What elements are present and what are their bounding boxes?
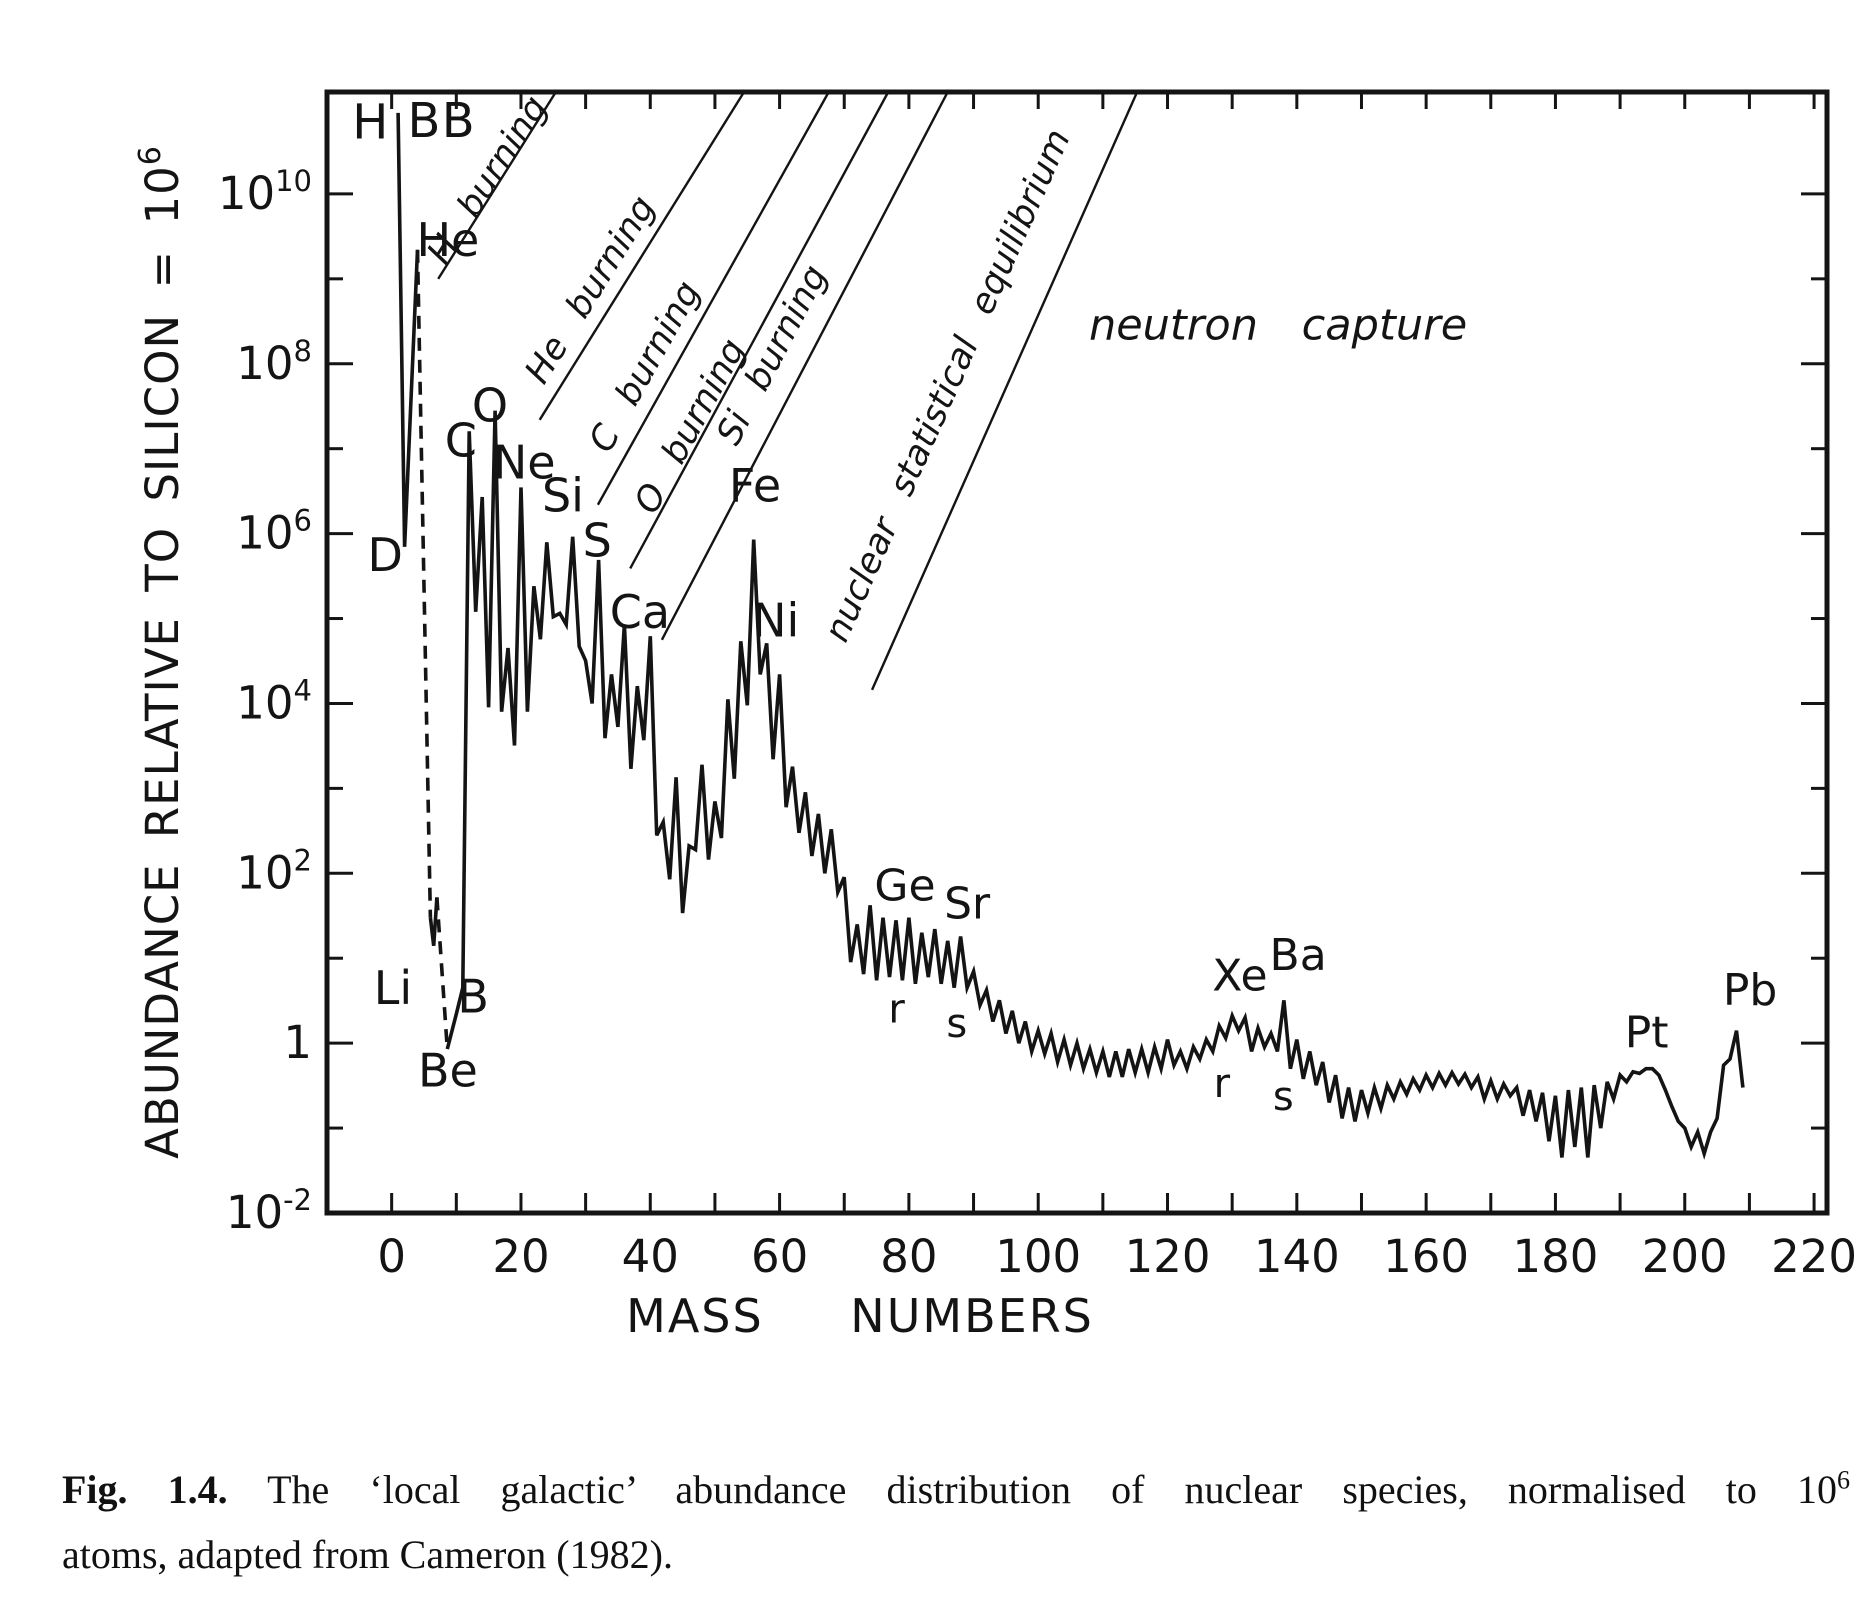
x-tick-label: 200 bbox=[1642, 1230, 1728, 1283]
y-tick-label: 102 bbox=[236, 843, 312, 899]
element-label-r: r bbox=[888, 986, 905, 1032]
figure-caption: Fig. 1.4. The ‘local galactic’ abundance… bbox=[62, 1458, 1850, 1588]
y-tick-label: 106 bbox=[236, 504, 312, 560]
x-tick-label: 40 bbox=[622, 1230, 679, 1283]
annotation-neutron-capture: neutron capture bbox=[1089, 301, 1467, 351]
abundance-curve-dashed bbox=[415, 249, 433, 918]
caption-text-1: The ‘local galactic’ abundance distribut… bbox=[267, 1467, 1838, 1512]
element-label-s: S bbox=[583, 514, 612, 568]
element-label-xe: Xe bbox=[1212, 951, 1267, 1002]
y-tick-label: 1 bbox=[283, 1016, 312, 1069]
element-label-ni: Ni bbox=[752, 593, 799, 647]
y-axis-title: ABUNDANCE RELATIVE TO SILICON = 106 bbox=[133, 145, 189, 1159]
process-line bbox=[870, 91, 1139, 691]
element-label-ge: Ge bbox=[874, 861, 935, 912]
process-line bbox=[629, 91, 890, 569]
caption-line-1: Fig. 1.4. The ‘local galactic’ abundance… bbox=[62, 1458, 1850, 1523]
y-tick-label: 1010 bbox=[218, 164, 312, 220]
caption-label: Fig. 1.4. bbox=[62, 1467, 228, 1512]
x-axis-title: MASS NUMBERS bbox=[626, 1289, 1094, 1343]
process-line-label: nuclear statistical equilibrium bbox=[817, 124, 1079, 648]
element-label-ne: Ne bbox=[493, 435, 556, 489]
element-label-b: B bbox=[442, 93, 475, 149]
y-tick-label: 10-2 bbox=[226, 1183, 312, 1239]
caption-line-2: atoms, adapted from Cameron (1982). bbox=[62, 1531, 673, 1577]
x-tick-label: 20 bbox=[492, 1230, 549, 1283]
x-tick-label: 140 bbox=[1254, 1230, 1340, 1283]
abundance-curve-solid bbox=[396, 112, 420, 547]
x-tick-label: 80 bbox=[880, 1230, 937, 1283]
element-label-h: H bbox=[352, 95, 388, 151]
x-tick-label: 180 bbox=[1512, 1230, 1598, 1283]
y-tick-label: 108 bbox=[236, 334, 312, 390]
x-tick-label: 120 bbox=[1125, 1230, 1211, 1283]
plot-frame bbox=[324, 89, 1830, 1216]
element-label-b: B bbox=[457, 970, 489, 1024]
element-label-s: s bbox=[946, 1001, 967, 1047]
process-line bbox=[437, 91, 557, 280]
abundance-curve-solid bbox=[428, 897, 439, 947]
abundance-curve-dashed bbox=[435, 897, 450, 1050]
x-tick-label: 220 bbox=[1771, 1230, 1857, 1283]
x-tick-label: 100 bbox=[995, 1230, 1081, 1283]
element-label-o: O bbox=[472, 378, 508, 432]
y-tick-label: 104 bbox=[236, 673, 312, 729]
abundance-chart: 0 20 40 60 80 100 120 140 160 180 200 220 1010 108 106… bbox=[133, 89, 1857, 1343]
element-label-c: C bbox=[445, 413, 477, 467]
element-label-si: Si bbox=[542, 468, 584, 522]
x-tick-label: 160 bbox=[1383, 1230, 1469, 1283]
element-label-r: r bbox=[1214, 1061, 1231, 1107]
element-label-s: s bbox=[1273, 1074, 1294, 1120]
caption-superscript: 6 bbox=[1837, 1465, 1851, 1495]
x-tick-label: 60 bbox=[751, 1230, 808, 1283]
abundance-curve-solid bbox=[445, 410, 1745, 1160]
element-label-d: D bbox=[367, 528, 402, 582]
element-label-he: He bbox=[416, 213, 479, 267]
process-line bbox=[596, 91, 830, 506]
element-label-li: Li bbox=[374, 961, 412, 1015]
element-label-pt: Pt bbox=[1625, 1008, 1669, 1059]
element-label-sr: Sr bbox=[944, 878, 991, 929]
element-label-b: B bbox=[408, 93, 441, 149]
element-label-pb: Pb bbox=[1723, 965, 1777, 1016]
process-line bbox=[660, 91, 949, 641]
element-label-fe: Fe bbox=[729, 458, 781, 512]
process-line bbox=[538, 91, 746, 421]
x-tick-label: 0 bbox=[377, 1230, 406, 1283]
element-label-ba: Ba bbox=[1270, 930, 1327, 981]
element-label-ca: Ca bbox=[610, 585, 670, 639]
element-label-be: Be bbox=[418, 1043, 478, 1097]
